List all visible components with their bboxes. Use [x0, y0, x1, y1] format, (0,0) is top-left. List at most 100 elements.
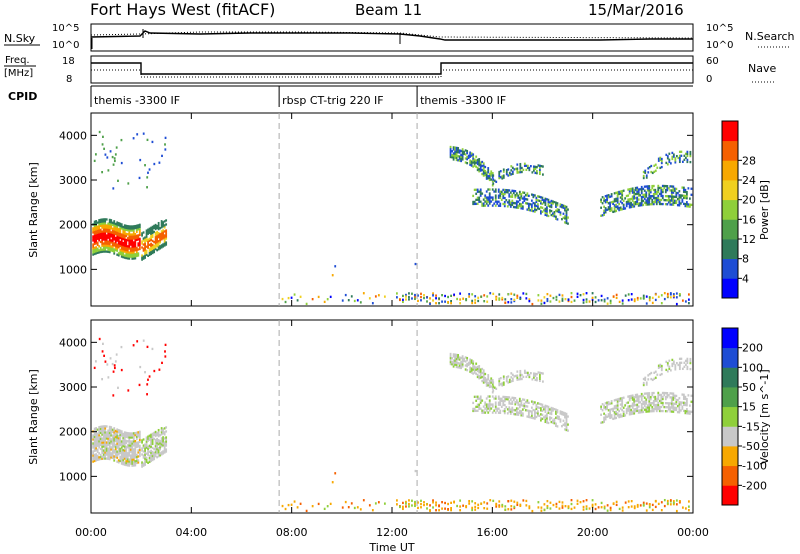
velocity-cell [498, 500, 501, 503]
power-cell [511, 189, 514, 192]
power-cell [165, 243, 168, 246]
velocity-cell [126, 458, 129, 461]
power-cell [137, 254, 140, 257]
power-cell [624, 207, 627, 210]
velocity-cell [138, 452, 141, 456]
power-cell [96, 235, 99, 238]
power-cell [116, 249, 119, 252]
velocity-cell [414, 502, 416, 505]
velocity-cell [628, 409, 631, 412]
velocity-cell [154, 450, 157, 454]
velocity-cell [111, 438, 114, 441]
power-cell [639, 297, 642, 300]
velocity-cell [93, 431, 96, 434]
power-cell [123, 224, 126, 227]
velocity-cell [576, 499, 579, 502]
velocity-cell [649, 404, 652, 407]
velocity-cell [624, 404, 627, 407]
power-cell [95, 246, 98, 249]
power-cell [539, 210, 542, 213]
velocity-cell [125, 455, 128, 459]
power-cell [131, 227, 134, 230]
velocity-cell [651, 410, 654, 413]
power-cell [513, 299, 516, 303]
velocity-cell [616, 406, 619, 409]
power-cell [619, 200, 622, 203]
power-cell [534, 171, 537, 175]
power-cell [111, 233, 114, 237]
power-cell [478, 164, 481, 167]
power-cell [588, 300, 591, 303]
power-cell [669, 185, 672, 188]
power-cell [131, 241, 134, 244]
power-cell [466, 151, 469, 155]
velocity-cell [102, 425, 105, 428]
power-cell [622, 207, 625, 210]
power-cell [479, 161, 482, 164]
power-cell [531, 302, 534, 306]
velocity-cell [613, 417, 616, 420]
velocity-cell [114, 429, 117, 433]
power-cell [154, 227, 157, 231]
velocity-cell [633, 408, 636, 411]
velocity-cell [528, 373, 531, 377]
power-cell [429, 302, 431, 305]
power-cell [144, 244, 146, 247]
power-cell [640, 199, 643, 203]
power-cell [444, 294, 446, 298]
velocity-cell [101, 377, 104, 381]
velocity-cell [96, 450, 99, 453]
velocity-cell [561, 425, 563, 428]
velocity-cell [101, 425, 104, 428]
velocity-cell [101, 433, 104, 436]
velocity-cell [154, 440, 157, 444]
power-cell [144, 256, 146, 259]
velocity-cell [625, 401, 628, 405]
power-cell [110, 233, 113, 236]
power-cell [616, 201, 619, 204]
velocity-cell [549, 418, 551, 421]
velocity-colorbar-label: Velocity [m s^-1] [758, 369, 771, 464]
power-cell [96, 251, 99, 254]
power-cell [120, 239, 123, 242]
velocity-cell [500, 399, 503, 402]
velocity-cell [464, 360, 467, 363]
power-cell [479, 165, 482, 168]
velocity-cell [661, 397, 664, 401]
velocity-cell [449, 358, 452, 362]
velocity-cell [512, 412, 515, 416]
velocity-cell [95, 439, 98, 442]
power-cell [645, 199, 648, 202]
cpid-segment-label: themis -3300 IF [420, 94, 506, 107]
velocity-cell [658, 407, 661, 411]
velocity-cell [547, 421, 550, 425]
velocity-cell [663, 391, 666, 395]
power-cell [667, 199, 670, 202]
power-cell [522, 292, 525, 295]
velocity-cell [119, 443, 122, 447]
velocity-cell [649, 402, 652, 405]
velocity-cell [451, 361, 454, 364]
velocity-cell [455, 353, 458, 357]
power-cell [636, 298, 639, 301]
velocity-cell [305, 509, 308, 513]
power-cell [116, 229, 119, 232]
velocity-cell [99, 453, 102, 457]
power-cell [544, 211, 547, 215]
power-cell [686, 154, 689, 158]
power-cell [123, 248, 126, 251]
velocity-cell [153, 437, 156, 441]
velocity-cell [153, 451, 156, 455]
power-cell [475, 202, 478, 206]
velocity-cell [435, 504, 437, 507]
power-cell [344, 293, 347, 297]
velocity-cell [659, 373, 662, 377]
velocity-cell [543, 416, 545, 419]
power-cell [120, 251, 123, 254]
velocity-cell [148, 375, 151, 378]
power-cell [556, 208, 559, 211]
power-cell [132, 233, 135, 236]
velocity-cell [616, 412, 619, 415]
velocity-cell [615, 410, 618, 414]
velocity-cell [564, 424, 566, 427]
